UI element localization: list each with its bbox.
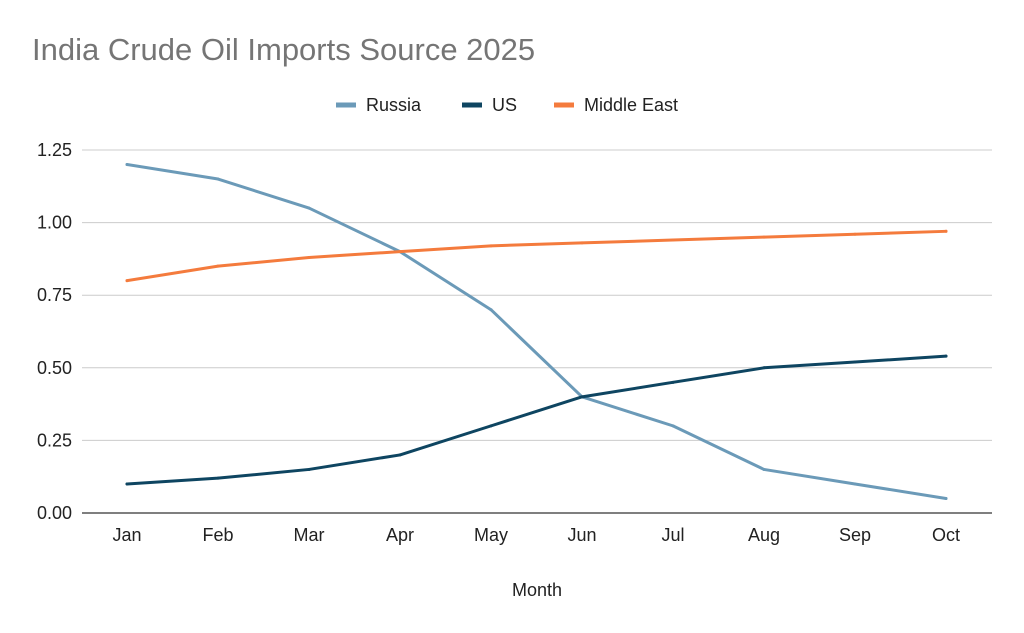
data-point: [489, 244, 493, 248]
y-tick-label: 1.00: [37, 213, 72, 233]
data-point: [853, 232, 857, 236]
data-point: [944, 229, 948, 233]
y-axis-ticks: 0.00 0.25 0.50 0.75 1.00 1.25: [37, 140, 72, 523]
y-tick-label: 0.50: [37, 358, 72, 378]
legend-label: Russia: [366, 95, 422, 115]
series-line-middle-east: [125, 229, 948, 283]
series-line-russia: [125, 163, 948, 500]
data-point: [762, 235, 766, 239]
data-point: [398, 453, 402, 457]
grid-lines: [82, 149, 992, 514]
legend-label: Middle East: [584, 95, 678, 115]
data-point: [671, 238, 675, 242]
x-tick-label: Feb: [202, 525, 233, 545]
data-point: [216, 476, 220, 480]
data-point: [125, 163, 129, 167]
x-tick-label: Mar: [294, 525, 325, 545]
data-point: [216, 264, 220, 268]
x-tick-label: Jul: [661, 525, 684, 545]
data-point: [944, 496, 948, 500]
data-point: [489, 424, 493, 428]
data-point: [307, 206, 311, 210]
data-point: [307, 467, 311, 471]
legend-label: US: [492, 95, 517, 115]
data-point: [580, 241, 584, 245]
chart-title: India Crude Oil Imports Source 2025: [32, 32, 536, 67]
data-point: [398, 250, 402, 254]
x-tick-label: Jun: [567, 525, 596, 545]
data-point: [580, 395, 584, 399]
data-point: [307, 255, 311, 259]
data-point: [489, 308, 493, 312]
data-point: [853, 482, 857, 486]
data-point: [762, 366, 766, 370]
x-tick-label: Aug: [748, 525, 780, 545]
series-line-us: [125, 354, 948, 486]
y-tick-label: 0.75: [37, 285, 72, 305]
legend: Russia US Middle East: [336, 95, 678, 115]
data-point: [216, 177, 220, 181]
data-point: [762, 467, 766, 471]
y-tick-label: 1.25: [37, 140, 72, 160]
series-lines: [125, 163, 948, 500]
data-point: [671, 380, 675, 384]
x-tick-label: Jan: [112, 525, 141, 545]
y-tick-label: 0.00: [37, 503, 72, 523]
data-point: [944, 354, 948, 358]
data-point: [853, 360, 857, 364]
x-tick-label: Apr: [386, 525, 414, 545]
data-point: [671, 424, 675, 428]
y-tick-label: 0.25: [37, 430, 72, 450]
x-tick-label: May: [474, 525, 508, 545]
x-axis-title: Month: [512, 580, 562, 600]
x-tick-label: Oct: [932, 525, 960, 545]
x-axis-ticks: Jan Feb Mar Apr May Jun Jul Aug Sep Oct: [112, 525, 960, 545]
x-tick-label: Sep: [839, 525, 871, 545]
data-point: [125, 279, 129, 283]
data-point: [125, 482, 129, 486]
